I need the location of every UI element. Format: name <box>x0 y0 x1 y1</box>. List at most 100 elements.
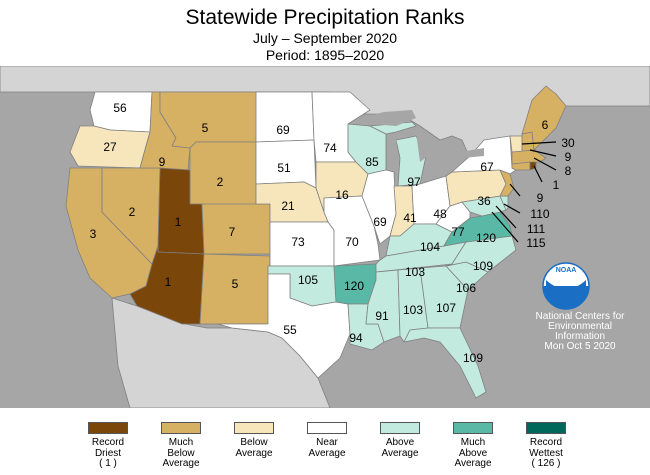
legend: Record Driest ( 1 ) Much Below Average B… <box>0 408 650 475</box>
legend-label: Much Below Average <box>162 437 200 469</box>
noaa-credit: National Centers for Environmental Infor… <box>520 312 640 352</box>
map-header: Statewide Precipitation Ranks July – Sep… <box>0 0 650 66</box>
leader-dc <box>491 211 519 243</box>
rank-ne: 21 <box>281 199 295 213</box>
rank-me: 6 <box>542 118 549 132</box>
legend-swatch <box>453 422 493 434</box>
rank-nj: 9 <box>537 191 544 205</box>
rank-ma: 8 <box>565 164 572 178</box>
rank-al: 103 <box>403 303 423 317</box>
rank-wy: 2 <box>217 175 224 189</box>
rank-va: 120 <box>476 231 496 245</box>
rank-mt: 5 <box>202 121 209 135</box>
legend-swatch <box>234 422 274 434</box>
state-ga <box>419 265 469 329</box>
rank-id: 9 <box>159 155 166 169</box>
legend-label: Record Driest ( 1 ) <box>91 437 125 469</box>
legend-swatch <box>526 422 566 434</box>
rank-ia: 16 <box>335 188 349 202</box>
rank-ks: 73 <box>291 235 305 249</box>
rank-ga: 107 <box>436 301 456 315</box>
rank-nv: 2 <box>129 205 136 219</box>
rank-nd: 69 <box>276 123 290 137</box>
noaa-org-line2: Environmental <box>548 321 612 332</box>
rank-or: 27 <box>103 140 117 154</box>
rank-ut: 1 <box>175 215 182 229</box>
rank-mi: 97 <box>407 175 421 189</box>
state-co <box>201 203 271 255</box>
legend-item-record-driest: Record Driest ( 1 ) <box>68 422 148 470</box>
legend-swatch <box>307 422 347 434</box>
rank-tn: 103 <box>405 265 425 279</box>
rank-sc: 106 <box>456 281 476 295</box>
leader-nj <box>509 183 521 197</box>
state-vt <box>509 135 523 153</box>
legend-swatch <box>161 422 201 434</box>
state-wy <box>189 141 257 207</box>
state-me <box>521 85 567 151</box>
state-mi <box>369 121 417 135</box>
legend-label: Below Average <box>235 437 273 459</box>
rank-ca: 3 <box>90 227 97 241</box>
rank-ky: 104 <box>420 240 440 254</box>
legend-label: Near Average <box>308 437 346 459</box>
rank-mo: 70 <box>345 235 359 249</box>
rank-co: 7 <box>229 225 236 239</box>
legend-swatch <box>88 422 128 434</box>
legend-item-above: Above Average <box>360 422 440 459</box>
rank-ok: 105 <box>298 273 318 287</box>
state-tx <box>217 273 351 379</box>
lake-erie <box>424 164 456 180</box>
rank-nh: 9 <box>565 150 572 164</box>
leader-nh <box>529 149 557 157</box>
state-fl <box>403 327 487 399</box>
rank-az: 1 <box>165 275 172 289</box>
map-title: Statewide Precipitation Ranks <box>185 6 465 29</box>
rank-ar: 120 <box>344 279 364 293</box>
rank-wv: 77 <box>451 225 465 239</box>
rank-ny: 67 <box>480 160 494 174</box>
lake-ontario <box>460 148 484 158</box>
lake-superior <box>360 110 416 126</box>
rank-wa: 56 <box>113 101 127 115</box>
legend-label: Record Wettest ( 126 ) <box>529 437 563 469</box>
rank-md: 111 <box>527 222 546 236</box>
rank-nc: 109 <box>473 259 493 273</box>
rank-pa: 36 <box>477 194 491 208</box>
noaa-badge-text: NOAA <box>556 267 577 274</box>
leader-ri <box>533 165 543 183</box>
legend-item-near: Near Average <box>287 422 367 459</box>
lake-michigan <box>388 134 398 170</box>
rank-sd: 51 <box>277 161 291 175</box>
lake-huron <box>416 132 430 162</box>
rank-ri: 1 <box>553 178 560 192</box>
rank-la: 94 <box>349 331 363 345</box>
rank-in: 41 <box>403 211 417 225</box>
us-map: 56 27 3 2 9 5 2 1 1 7 5 69 51 21 73 105 … <box>0 66 650 408</box>
legend-item-record-wettest: Record Wettest ( 126 ) <box>506 422 586 470</box>
legend-label: Above Average <box>381 437 419 459</box>
map-baseline: Period: 1895–2020 <box>265 47 385 63</box>
leader-md <box>495 205 517 229</box>
noaa-org-line3: Information <box>554 331 606 342</box>
leader-vt <box>521 141 557 145</box>
rank-dc: 115 <box>526 236 545 250</box>
legend-label: Much Above Average <box>454 437 492 469</box>
state-ct <box>511 161 531 171</box>
leader-de <box>503 203 521 214</box>
legend-item-much-below: Much Below Average <box>141 422 221 470</box>
rank-tx: 55 <box>283 323 297 337</box>
legend-item-below: Below Average <box>214 422 294 459</box>
rank-de: 110 <box>530 207 549 221</box>
noaa-org-line1: National Centers for <box>535 311 625 322</box>
legend-item-much-above: Much Above Average <box>433 422 513 470</box>
rank-oh: 48 <box>433 207 447 221</box>
rank-ms: 91 <box>375 309 389 323</box>
rank-fl: 109 <box>463 351 483 365</box>
noaa-logo: NOAA <box>542 262 590 310</box>
legend-swatch <box>380 422 420 434</box>
rank-mn: 74 <box>323 141 337 155</box>
rank-nm: 5 <box>232 277 239 291</box>
rank-vt: 30 <box>561 136 575 150</box>
noaa-date: Mon Oct 5 2020 <box>544 341 616 352</box>
